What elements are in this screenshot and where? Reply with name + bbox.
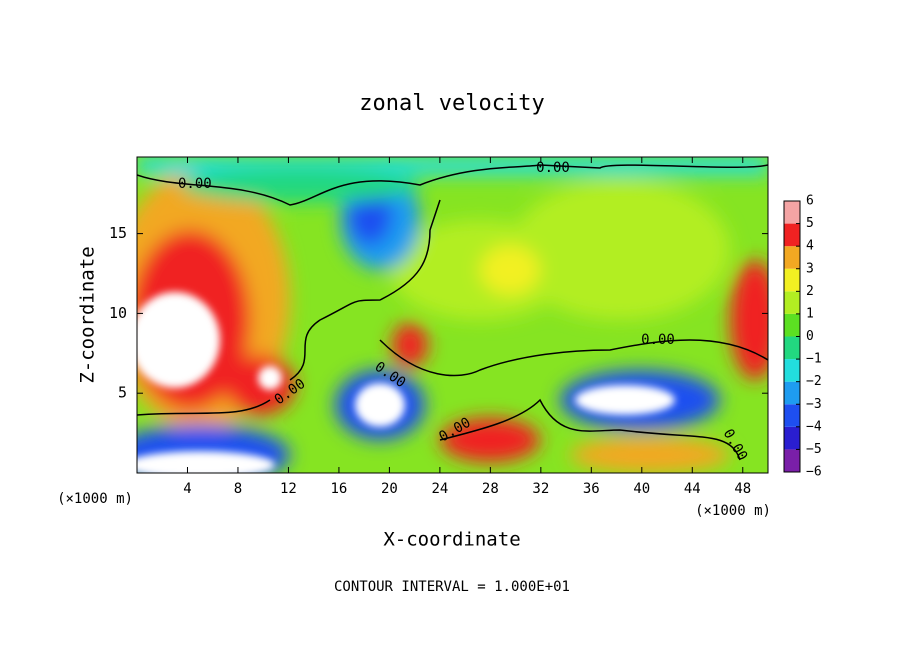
colorbar-tick-label: −4 [806,419,822,434]
y-tick-label: 15 [109,224,127,242]
colorbar-swatch [784,201,800,224]
footnote: CONTOUR INTERVAL = 1.000E+01 [334,579,570,595]
x-tick-label: 32 [532,481,549,497]
colorbar-swatch [784,336,800,360]
x-tick-label: 36 [583,481,600,497]
colorbar-tick-label: −1 [806,352,822,367]
colorbar-tick-label: −3 [806,397,822,412]
y-tick-label: 10 [109,304,127,322]
colorbar-swatch [784,359,800,382]
colorbar-swatch [784,313,800,337]
colorbar-tick-label: 0 [806,329,814,344]
contour-label: 0.00 [178,176,212,192]
colorbar-tick-label: 5 [806,216,814,231]
colorbar-swatch [784,223,800,247]
colorbar-swatch [784,426,800,450]
colorbar-tick-label: 6 [806,194,814,209]
x-tick-label: 28 [482,481,499,497]
y-axis-label: Z-coordinate [77,246,99,383]
y-tick-label: 5 [118,384,127,402]
x-axis-label: X-coordinate [383,529,520,551]
x-tick-label: 4 [183,481,191,497]
colorbar-tick-label: 2 [806,284,814,299]
x-tick-label: 44 [684,481,701,497]
colorbar-tick-label: −6 [806,465,822,480]
colorbar-swatch [784,404,800,427]
colorbar-tick-label: 1 [806,306,814,321]
x-tick-label: 48 [734,481,751,497]
x-tick-label: 20 [381,481,398,497]
x-tick-label: 12 [280,481,297,497]
x-unit: (×1000 m) [695,503,771,519]
colorbar-tick-label: −2 [806,374,822,389]
contour-label: 0.00 [641,332,675,348]
x-tick-label: 24 [431,481,448,497]
x-tick-label: 8 [234,481,242,497]
field [137,157,768,473]
x-tick-label: 16 [330,481,347,497]
x-tick-label: 40 [633,481,650,497]
chart-title: zonal velocity [359,91,544,116]
plot-frame [136,156,769,474]
contour-label: 0.00 [536,160,570,176]
colorbar-tick-label: 3 [806,261,814,276]
colorbar-tick-label: −5 [806,442,822,457]
colorbar-swatch [784,449,800,472]
colorbar-swatch [784,246,800,269]
colorbar-swatch [784,268,800,292]
x-unit: (×1000 m) [57,491,133,507]
colorbar-swatch [784,291,800,314]
colorbar-tick-label: 4 [806,239,814,254]
colorbar-swatch [784,381,800,405]
